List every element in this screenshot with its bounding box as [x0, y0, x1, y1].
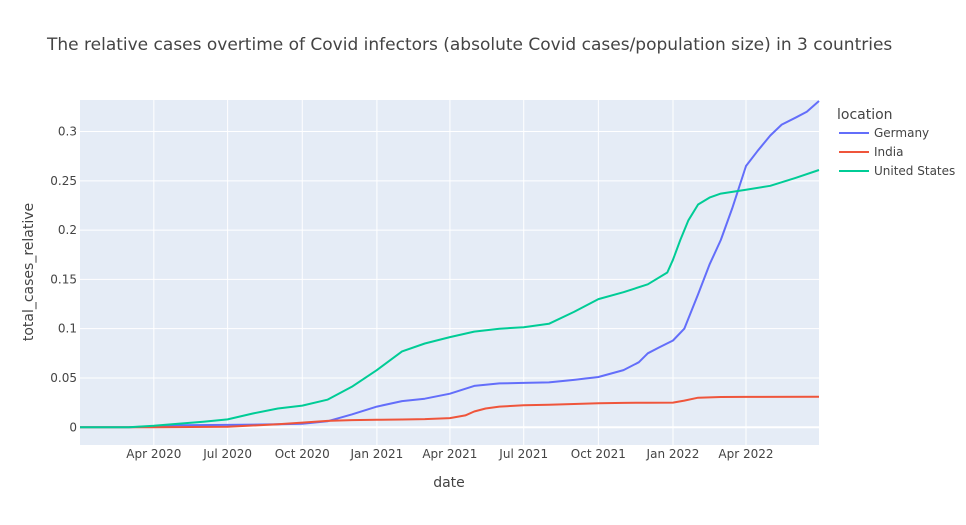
legend-label: India — [874, 145, 903, 159]
y-tick-label: 0.2 — [58, 223, 77, 237]
x-tick-label: Apr 2021 — [422, 447, 477, 461]
legend[interactable]: location Germany India United States — [837, 107, 955, 178]
legend-item-united-states[interactable]: United States — [839, 164, 955, 178]
x-tick-label: Apr 2020 — [126, 447, 181, 461]
y-tick-label: 0.25 — [50, 174, 77, 188]
y-tick-label: 0 — [69, 420, 77, 434]
chart-title: The relative cases overtime of Covid inf… — [46, 35, 892, 55]
legend-label: Germany — [874, 126, 929, 140]
y-axis-title: total_cases_relative — [21, 203, 37, 341]
x-tick-label: Jan 2022 — [646, 447, 700, 461]
series-lines — [79, 100, 820, 429]
x-tick-label: Jul 2020 — [202, 447, 252, 461]
series-line-united-states — [79, 169, 820, 429]
y-tick-label: 0.05 — [50, 371, 77, 385]
y-axis-ticks: 0 0.05 0.1 0.15 0.2 0.25 0.3 — [50, 125, 77, 435]
y-tick-label: 0.1 — [58, 322, 77, 336]
grid — [80, 100, 819, 445]
legend-title: location — [837, 107, 893, 123]
x-axis-ticks: Apr 2020 Jul 2020 Oct 2020 Jan 2021 Apr 2021… — [126, 447, 773, 461]
x-tick-label: Jan 2021 — [349, 447, 403, 461]
x-axis-title: date — [433, 475, 465, 491]
legend-item-india[interactable]: India — [839, 145, 903, 159]
x-tick-label: Oct 2020 — [275, 447, 330, 461]
legend-label: United States — [874, 164, 955, 178]
legend-item-germany[interactable]: Germany — [839, 126, 929, 140]
x-tick-label: Apr 2022 — [718, 447, 773, 461]
y-tick-label: 0.3 — [58, 125, 77, 139]
x-tick-label: Oct 2021 — [571, 447, 626, 461]
y-tick-label: 0.15 — [50, 272, 77, 286]
series-line-india — [79, 395, 820, 429]
x-tick-label: Jul 2021 — [498, 447, 548, 461]
